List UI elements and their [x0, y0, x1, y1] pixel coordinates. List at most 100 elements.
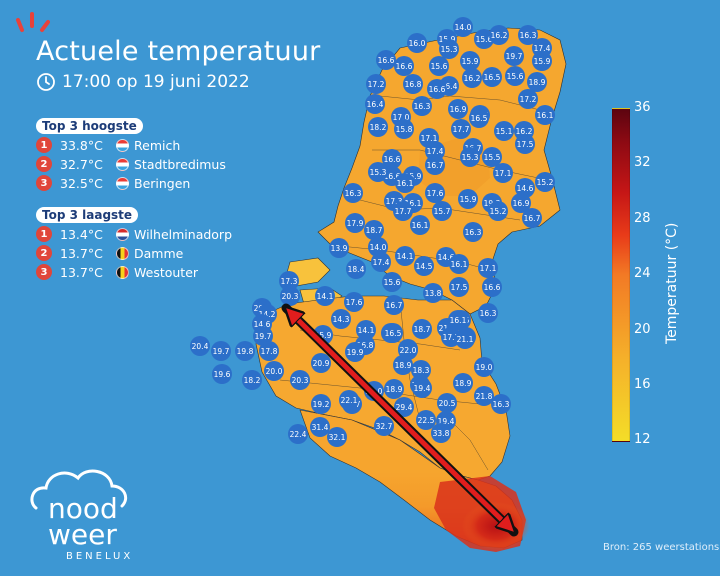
station-marker: 14.6: [515, 178, 535, 198]
station-temperature-label: 14.1: [317, 292, 334, 301]
station-temperature-label: 17.7: [395, 207, 412, 216]
station-marker: 16.3: [478, 303, 498, 323]
station-dot: [253, 326, 273, 346]
station-dot: [482, 277, 502, 297]
station-temperature-label: 15.6: [431, 62, 448, 71]
station-temperature-label: 17.8: [261, 347, 278, 356]
station-dot: [279, 271, 299, 291]
station-marker: 20.3: [290, 370, 310, 390]
station-marker: 17.7: [451, 119, 471, 139]
row-place: Wilhelminadorp: [134, 226, 233, 242]
row-temp: 32.7°C: [60, 156, 103, 172]
station-marker: 17.9: [345, 213, 365, 233]
station-dot: [449, 277, 469, 297]
station-dot: [346, 259, 366, 279]
station-marker: 17.2: [366, 74, 386, 94]
legend-tick: 16: [634, 377, 651, 392]
legend-tick: 28: [634, 211, 651, 226]
row-temp: 13.7°C: [60, 245, 103, 261]
station-temperature-label: 15.6: [507, 72, 524, 81]
rank-badge: 2: [36, 245, 52, 261]
station-dot: [412, 96, 432, 116]
top-low-row: 2 13.7°C Damme: [36, 244, 183, 262]
station-marker: 16.1: [449, 254, 469, 274]
station-temperature-label: 18.3: [413, 366, 430, 375]
station-dot: [345, 213, 365, 233]
flag-belgium-icon: [116, 246, 129, 260]
station-marker: 14.0: [453, 17, 473, 37]
station-temperature-label: 16.6: [378, 56, 395, 65]
station-dot: [515, 178, 535, 198]
station-marker: 18.4: [346, 259, 366, 279]
station-dot: [329, 238, 349, 258]
top-high-row: 2 32.7°C Stadtbredimus: [36, 155, 226, 173]
station-dot: [403, 74, 423, 94]
temperature-color-scale: [612, 108, 630, 442]
station-temperature-label: 15.7: [434, 207, 451, 216]
station-temperature-label: 16.7: [524, 214, 541, 223]
station-marker: 17.4: [371, 252, 391, 272]
station-temperature-label: 16.6: [384, 172, 401, 181]
station-temperature-label: 14.2: [259, 310, 276, 319]
station-temperature-label: 32.7: [376, 422, 393, 431]
station-temperature-label: 15.9: [405, 172, 422, 181]
row-place: Stadtbredimus: [134, 156, 226, 172]
station-marker: 15.9: [532, 51, 552, 71]
station-temperature-label: 15.6: [476, 35, 493, 44]
station-temperature-label: 17.7: [453, 125, 470, 134]
station-dot: [382, 272, 402, 292]
station-marker: 17.8: [259, 341, 279, 361]
station-dot: [425, 183, 445, 203]
station-temperature-label: 16.1: [397, 179, 414, 188]
station-marker: 17.7: [393, 201, 413, 221]
station-dot: [242, 370, 262, 390]
station-temperature-label: 19.2: [313, 400, 330, 409]
station-dot: [493, 163, 513, 183]
station-marker: 15.3: [460, 147, 480, 167]
station-temperature-label: 18.9: [455, 379, 472, 388]
station-marker: 16.7: [425, 155, 445, 175]
station-dot: [371, 252, 391, 272]
station-temperature-label: 16.8: [405, 80, 422, 89]
station-temperature-label: 16.9: [450, 105, 467, 114]
station-dot: [518, 25, 538, 45]
station-temperature-label: 13.8: [425, 289, 442, 298]
legend-tick: 20: [634, 322, 651, 337]
station-temperature-label: 16.1: [537, 111, 554, 120]
station-marker: 18.9: [527, 72, 547, 92]
station-marker: 19.2: [311, 394, 331, 414]
station-dot: [527, 72, 547, 92]
station-dot: [488, 201, 508, 221]
station-marker: 16.9: [448, 99, 468, 119]
station-marker: 16.4: [365, 94, 385, 114]
station-temperature-label: 22.5: [418, 416, 435, 425]
station-marker: 16.5: [469, 108, 489, 128]
station-temperature-label: 15.2: [537, 178, 554, 187]
station-dot: [439, 39, 459, 59]
timestamp-text: 17:00 op 19 juni 2022: [62, 72, 250, 92]
station-temperature-label: 15.3: [462, 153, 479, 162]
station-temperature-label: 16.2: [464, 74, 481, 83]
station-temperature-label: 16.1: [405, 199, 422, 208]
station-marker: 16.6: [427, 79, 447, 99]
station-temperature-label: 14.6: [254, 320, 271, 329]
station-temperature-label: 16.5: [471, 114, 488, 123]
station-dot: [376, 50, 396, 70]
station-temperature-label: 16.6: [396, 62, 413, 71]
station-temperature-label: 20.3: [282, 292, 299, 301]
station-temperature-label: 17.3: [281, 277, 298, 286]
station-marker: 16.2: [489, 25, 509, 45]
station-marker: 15.9: [458, 189, 478, 209]
station-dot: [522, 208, 542, 228]
station-temperature-label: 15.1: [496, 127, 513, 136]
station-temperature-label: 31.4: [312, 423, 329, 432]
station-temperature-label: 18.7: [414, 325, 431, 334]
station-marker: 15.2: [535, 172, 555, 192]
station-dot: [515, 134, 535, 154]
station-marker: 15.3: [368, 162, 388, 182]
station-temperature-label: 16.3: [345, 189, 362, 198]
station-marker: 16.3: [412, 96, 432, 116]
station-marker: 19.0: [474, 357, 494, 377]
station-temperature-label: 14.5: [416, 262, 433, 271]
svg-text:nood: nood: [48, 492, 118, 525]
